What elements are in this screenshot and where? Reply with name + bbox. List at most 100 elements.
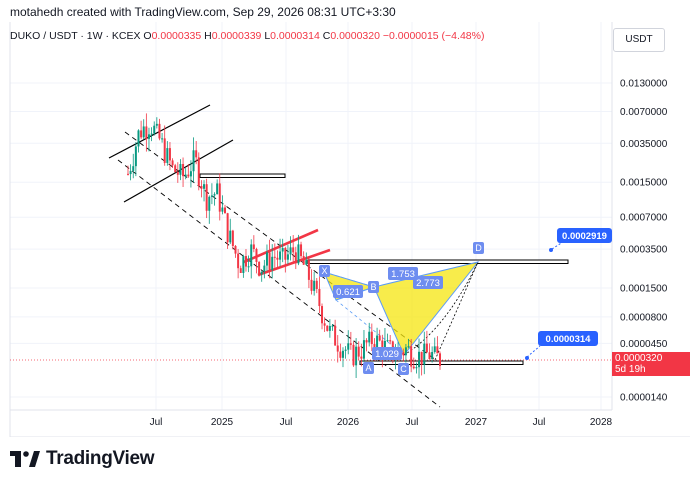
candle-body bbox=[239, 268, 242, 273]
candle-body bbox=[140, 130, 143, 138]
price-tick-label: 0.0001500 bbox=[620, 284, 668, 295]
candle-body bbox=[302, 256, 305, 265]
time-tick-label: Jul bbox=[533, 417, 546, 428]
point-b: B bbox=[370, 282, 376, 292]
time-tick-label: Jul bbox=[280, 417, 293, 428]
candle-body bbox=[250, 244, 253, 267]
candle-body bbox=[205, 184, 208, 211]
time-tick-label: Jul bbox=[150, 417, 163, 428]
candle-body bbox=[407, 346, 410, 348]
target-low-label-bg bbox=[538, 331, 598, 346]
candle-body bbox=[368, 331, 371, 343]
candle-body bbox=[176, 172, 179, 175]
target-high-label: 0.0002919 bbox=[562, 231, 607, 242]
candle-body bbox=[150, 133, 153, 135]
candle-body bbox=[263, 265, 266, 272]
candle-body bbox=[182, 164, 185, 177]
currency-button[interactable]: USDT bbox=[613, 28, 665, 52]
symbol-label: DUKO / USDT · 1W · KCEX bbox=[10, 30, 141, 42]
candle-body bbox=[234, 245, 237, 254]
candle-body bbox=[410, 346, 413, 367]
candle-body bbox=[279, 251, 282, 260]
candle-body bbox=[187, 174, 190, 177]
price-tick-label: 0.0000140 bbox=[620, 393, 668, 404]
time-tick-label: 2025 bbox=[211, 417, 234, 428]
ratio-xad: 2.773 bbox=[416, 278, 440, 289]
candle-body bbox=[200, 186, 203, 189]
attribution-text: motahedh created with TradingView.com, S… bbox=[10, 5, 396, 19]
candle-body bbox=[420, 351, 423, 365]
candle-body bbox=[137, 130, 140, 147]
candle-body bbox=[224, 207, 227, 214]
tradingview-logo[interactable]: TradingView bbox=[10, 448, 155, 470]
target-high-label-bg bbox=[557, 228, 612, 243]
candle-body bbox=[286, 254, 289, 260]
candle-body bbox=[155, 123, 158, 126]
bar-countdown: 5d 19h bbox=[615, 364, 646, 375]
candle-body bbox=[326, 325, 329, 331]
candle-body bbox=[336, 345, 339, 352]
candle-body bbox=[142, 126, 145, 138]
candle-body bbox=[370, 331, 373, 345]
grid-lines bbox=[10, 22, 612, 410]
ratio-bcd: 1.753 bbox=[391, 269, 415, 280]
attribution-bar: motahedh created with TradingView.com, S… bbox=[0, 0, 690, 22]
time-axis: Jul 2025 Jul 2026 Jul 2027 Jul 2028 bbox=[150, 417, 613, 428]
candle-body bbox=[189, 171, 192, 177]
candle-body bbox=[318, 288, 321, 307]
candle-body bbox=[171, 160, 174, 166]
candle-body bbox=[315, 280, 318, 289]
candle-body bbox=[242, 256, 245, 273]
candle-body bbox=[153, 125, 156, 134]
change-value: −0.0000015 (−4.48%) bbox=[382, 30, 485, 42]
candle-body bbox=[168, 148, 171, 161]
candle-body bbox=[334, 325, 337, 346]
candle-body bbox=[297, 244, 300, 264]
candle-body bbox=[341, 350, 344, 358]
candle-body bbox=[307, 260, 310, 280]
price-tick-label: 0.0000450 bbox=[620, 339, 668, 350]
point-x-bg bbox=[319, 265, 330, 277]
candle-body bbox=[428, 352, 431, 359]
channel-drawings bbox=[108, 104, 569, 408]
candle-body bbox=[271, 256, 274, 270]
price-tick-label: 0.0035000 bbox=[620, 139, 668, 150]
chart-area[interactable]: X A B C D 0.621 1.753 2.773 1.029 0.0 bbox=[0, 22, 690, 438]
candle-body bbox=[273, 256, 276, 258]
symbol-legend: DUKO / USDT · 1W · KCEX O0.0000335 H0.00… bbox=[10, 30, 485, 42]
candle-body bbox=[328, 325, 331, 331]
tradingview-logo-icon bbox=[10, 451, 40, 467]
point-a: A bbox=[365, 363, 371, 373]
candle-body bbox=[347, 343, 350, 350]
candle-body bbox=[158, 123, 161, 139]
time-tick-label: 2028 bbox=[590, 417, 613, 428]
candle-body bbox=[226, 213, 229, 243]
candle-body bbox=[355, 346, 358, 366]
candle-body bbox=[203, 184, 206, 189]
candle-body bbox=[310, 279, 313, 291]
candle-body bbox=[357, 346, 360, 357]
candle-body bbox=[174, 165, 177, 173]
candle-body bbox=[376, 335, 379, 351]
price-tick-label: 0.0007000 bbox=[620, 213, 668, 224]
candle-body bbox=[362, 340, 365, 359]
price-chart[interactable]: X A B C D 0.621 1.753 2.773 1.029 0.0 bbox=[0, 22, 690, 438]
target-low-label: 0.0000314 bbox=[546, 334, 592, 345]
candle-body bbox=[252, 244, 255, 250]
candle-body bbox=[127, 173, 129, 175]
price-tick-label: 0.0070000 bbox=[620, 107, 668, 118]
ratio-labels: 0.621 1.753 2.773 1.029 bbox=[333, 267, 443, 360]
candle-body bbox=[218, 183, 221, 212]
candle-body bbox=[145, 126, 148, 139]
candle-body bbox=[208, 196, 211, 211]
point-a-bg bbox=[363, 362, 374, 374]
candle-body bbox=[134, 146, 137, 167]
pattern-point-labels: X A B C D bbox=[319, 242, 484, 375]
candle-body bbox=[129, 170, 132, 175]
candle-body bbox=[300, 244, 303, 257]
point-c-bg bbox=[398, 363, 409, 375]
point-d: D bbox=[475, 243, 482, 253]
point-d-bg bbox=[473, 242, 484, 254]
candle-body bbox=[192, 150, 195, 172]
candle-body bbox=[163, 138, 166, 163]
